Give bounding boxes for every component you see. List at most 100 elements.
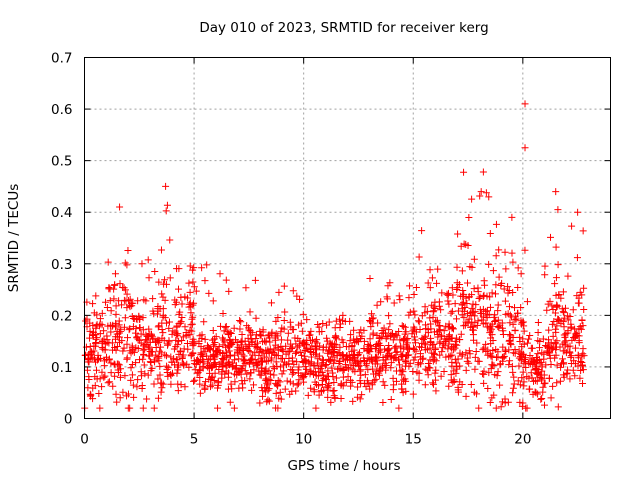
data-point — [334, 349, 342, 357]
data-point — [479, 305, 487, 313]
data-point — [229, 362, 237, 370]
data-point — [142, 297, 150, 305]
data-point — [259, 349, 267, 357]
data-point — [486, 230, 494, 238]
data-point — [418, 355, 426, 363]
data-point — [401, 330, 409, 338]
y-tick-label: 0.3 — [51, 257, 72, 273]
data-point — [200, 318, 208, 326]
data-point — [139, 314, 147, 322]
data-point — [541, 271, 549, 279]
data-point — [368, 310, 376, 318]
data-point — [547, 233, 555, 241]
data-point — [526, 360, 534, 368]
data-point — [396, 296, 404, 304]
data-point — [251, 340, 259, 348]
data-point — [156, 347, 164, 355]
data-point — [410, 346, 418, 354]
data-point — [557, 363, 565, 371]
data-point — [399, 368, 407, 376]
data-point — [330, 359, 338, 367]
data-point — [438, 348, 446, 356]
data-point — [444, 345, 452, 353]
data-point — [95, 390, 103, 398]
data-point — [263, 377, 271, 385]
data-point — [240, 352, 248, 360]
data-point — [265, 348, 273, 356]
data-point — [459, 286, 467, 294]
data-point — [514, 283, 522, 291]
data-point — [185, 279, 193, 287]
data-point — [393, 348, 401, 356]
data-point — [288, 357, 296, 365]
data-point — [508, 249, 516, 257]
data-point — [218, 374, 226, 382]
data-point — [461, 304, 469, 312]
data-point — [144, 256, 152, 264]
data-point — [301, 357, 309, 365]
data-point — [117, 365, 125, 373]
data-point — [457, 330, 465, 338]
data-point — [495, 246, 503, 254]
data-point — [406, 359, 414, 367]
data-point — [157, 379, 165, 387]
data-point — [346, 376, 354, 384]
data-point — [214, 404, 222, 412]
data-point — [386, 353, 394, 361]
data-point — [545, 374, 553, 382]
data-point — [573, 254, 581, 262]
data-point — [415, 318, 423, 326]
data-point — [210, 355, 218, 363]
data-point — [157, 343, 165, 351]
data-point — [415, 253, 423, 261]
data-point — [428, 349, 436, 357]
data-point — [210, 377, 218, 385]
data-point — [554, 206, 562, 214]
data-point — [453, 279, 461, 287]
data-point — [387, 359, 395, 367]
data-point — [564, 343, 572, 351]
data-point — [162, 182, 170, 190]
data-point — [473, 390, 481, 398]
data-point — [449, 325, 457, 333]
data-point — [451, 341, 459, 349]
data-point — [437, 306, 445, 314]
data-point — [275, 288, 283, 296]
data-point — [145, 352, 153, 360]
data-point — [164, 364, 172, 372]
data-point — [404, 345, 412, 353]
data-point — [83, 366, 91, 374]
data-point — [292, 348, 300, 356]
data-point — [261, 376, 269, 384]
data-point — [534, 329, 542, 337]
data-point — [126, 347, 134, 355]
data-point — [271, 334, 279, 342]
data-point — [268, 354, 276, 362]
data-point — [522, 404, 530, 412]
data-point — [198, 264, 206, 272]
data-point — [149, 307, 157, 315]
data-point — [92, 292, 100, 300]
data-point — [358, 391, 366, 399]
data-point — [560, 314, 568, 322]
data-point — [246, 375, 254, 383]
data-point — [280, 316, 288, 324]
data-point — [542, 361, 550, 369]
data-point — [471, 365, 479, 373]
data-points — [81, 100, 588, 412]
data-point — [209, 373, 217, 381]
data-point — [506, 357, 514, 365]
data-point — [415, 376, 423, 384]
data-point — [366, 348, 374, 356]
data-point — [173, 265, 181, 273]
data-point — [445, 353, 453, 361]
data-point — [319, 356, 327, 364]
data-point — [349, 397, 357, 405]
data-point — [307, 327, 315, 335]
data-point — [527, 357, 535, 365]
data-point — [575, 339, 583, 347]
data-point — [86, 349, 94, 357]
data-point — [139, 326, 147, 334]
data-point — [391, 333, 399, 341]
data-point — [241, 337, 249, 345]
